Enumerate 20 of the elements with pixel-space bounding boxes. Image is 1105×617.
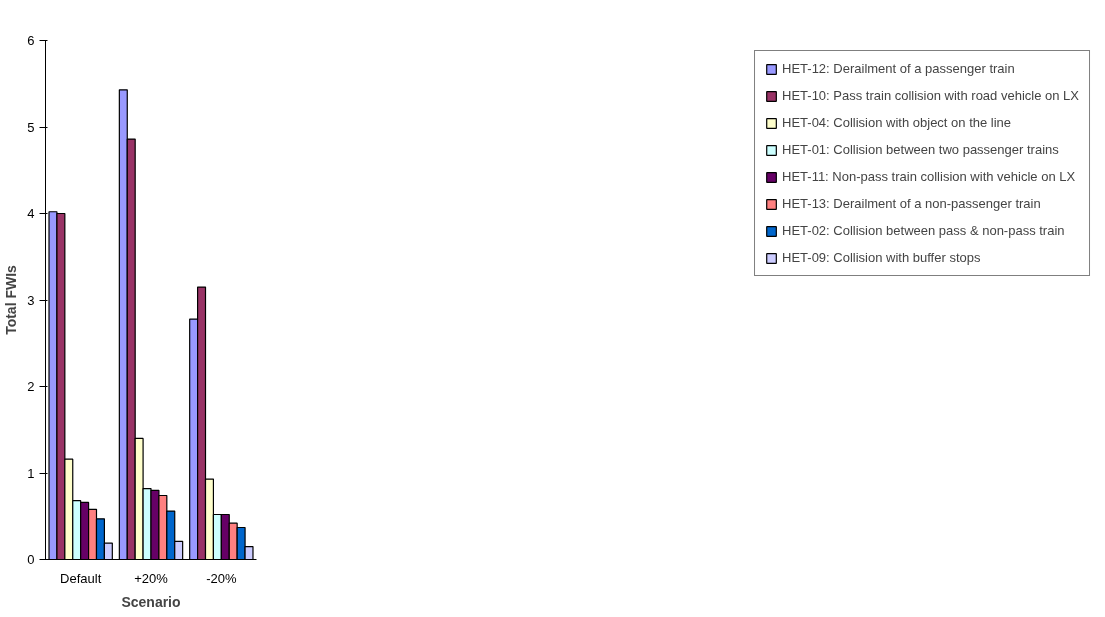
x-tick-label: -20% [206,570,237,586]
legend-label: HET-09: Collision with buffer stops [782,250,981,265]
x-tick-label: Default [60,570,102,586]
legend-label: HET-11: Non-pass train collision with vehicle on LX [782,169,1076,184]
legend-label: HET-02: Collision between pass & non-pass train [782,223,1065,238]
y-tick-label: 6 [27,33,35,48]
legend-label: HET-13: Derailment of a non-passenger train [782,196,1041,211]
legend-label: HET-01: Collision between two passenger trains [782,142,1059,157]
y-tick-label: 3 [27,292,35,308]
y-tick-label: 5 [27,119,35,135]
y-tick-label: 1 [27,465,35,481]
legend-label: HET-12: Derailment of a passenger train [782,61,1015,76]
x-axis-title: Scenario [121,593,181,610]
y-tick-label: 4 [27,206,35,221]
y-tick-label: 0 [27,552,35,567]
legend-label: HET-04: Collision with object on the line [782,115,1012,130]
legend-label: HET-10: Pass train collision with road vehicle on LX [782,88,1079,103]
y-tick-label: 2 [27,379,35,394]
x-tick-label: +20% [134,570,169,586]
y-axis-title: Total FWIs [3,264,20,335]
